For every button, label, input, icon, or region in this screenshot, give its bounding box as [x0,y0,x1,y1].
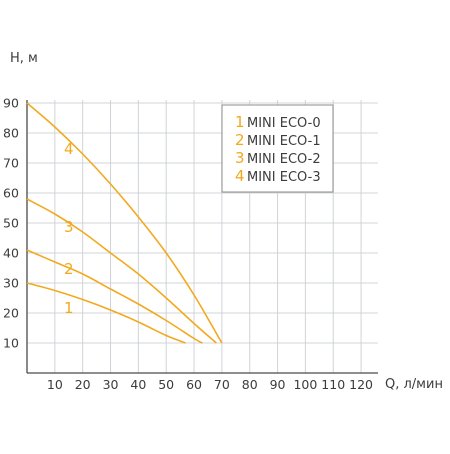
legend-number-3: 3 [235,149,245,167]
y-tick-label: 70 [3,156,19,171]
x-tick-label: 50 [158,377,174,392]
legend-label-1: MINI ECO-0 [247,116,321,131]
legend-box [221,104,334,193]
y-tick-label: 30 [3,276,19,291]
series-lines [26,102,223,344]
y-tick-label: 40 [3,246,19,261]
curve-label-2: 2 [64,260,74,278]
legend-label-3: MINI ECO-2 [247,152,321,167]
x-tick-label: 80 [242,377,258,392]
x-tick-label: 90 [270,377,286,392]
series-line-4 [26,102,223,344]
x-tick-label: 100 [293,377,317,392]
x-tick-label: 40 [130,377,146,392]
axes [26,100,378,374]
y-tick-label: 10 [3,336,19,351]
x-tick-label: 110 [321,377,345,392]
legend-number-2: 2 [235,131,245,149]
series-line-1 [26,282,186,344]
legend-number-1: 1 [235,113,245,131]
x-axis-label: Q, л/мин [385,377,443,392]
curve-label-3: 3 [64,218,74,236]
legend-number-4: 4 [235,167,245,185]
y-tick-label: 90 [3,96,19,111]
legend: 1 MINI ECO-02 MINI ECO-13 MINI ECO-24 MINI E… [221,104,334,193]
legend-label-4: MINI ECO-3 [247,170,321,185]
x-tick-label: 30 [103,377,119,392]
tick-labels: 10 20 30 40 50 60 70 80 90 100 110 120 10 20 30 40 50 60 7… [3,96,373,393]
x-tick-label: 70 [214,377,230,392]
y-tick-label: 50 [3,216,19,231]
y-tick-label: 20 [3,306,19,321]
series-line-3 [26,198,217,344]
curve-label-1: 1 [64,299,74,317]
y-tick-label: 80 [3,126,19,141]
legend-label-2: MINI ECO-1 [247,134,321,149]
curve-label-4: 4 [64,140,74,158]
x-tick-label: 20 [75,377,91,392]
y-tick-label: 60 [3,186,19,201]
x-tick-label: 10 [47,377,63,392]
x-tick-label: 120 [349,377,373,392]
curve-labels: 4 3 2 1 [64,140,74,317]
y-axis-label: H, м [10,51,38,66]
x-tick-label: 60 [186,377,202,392]
series-line-2 [26,249,203,344]
